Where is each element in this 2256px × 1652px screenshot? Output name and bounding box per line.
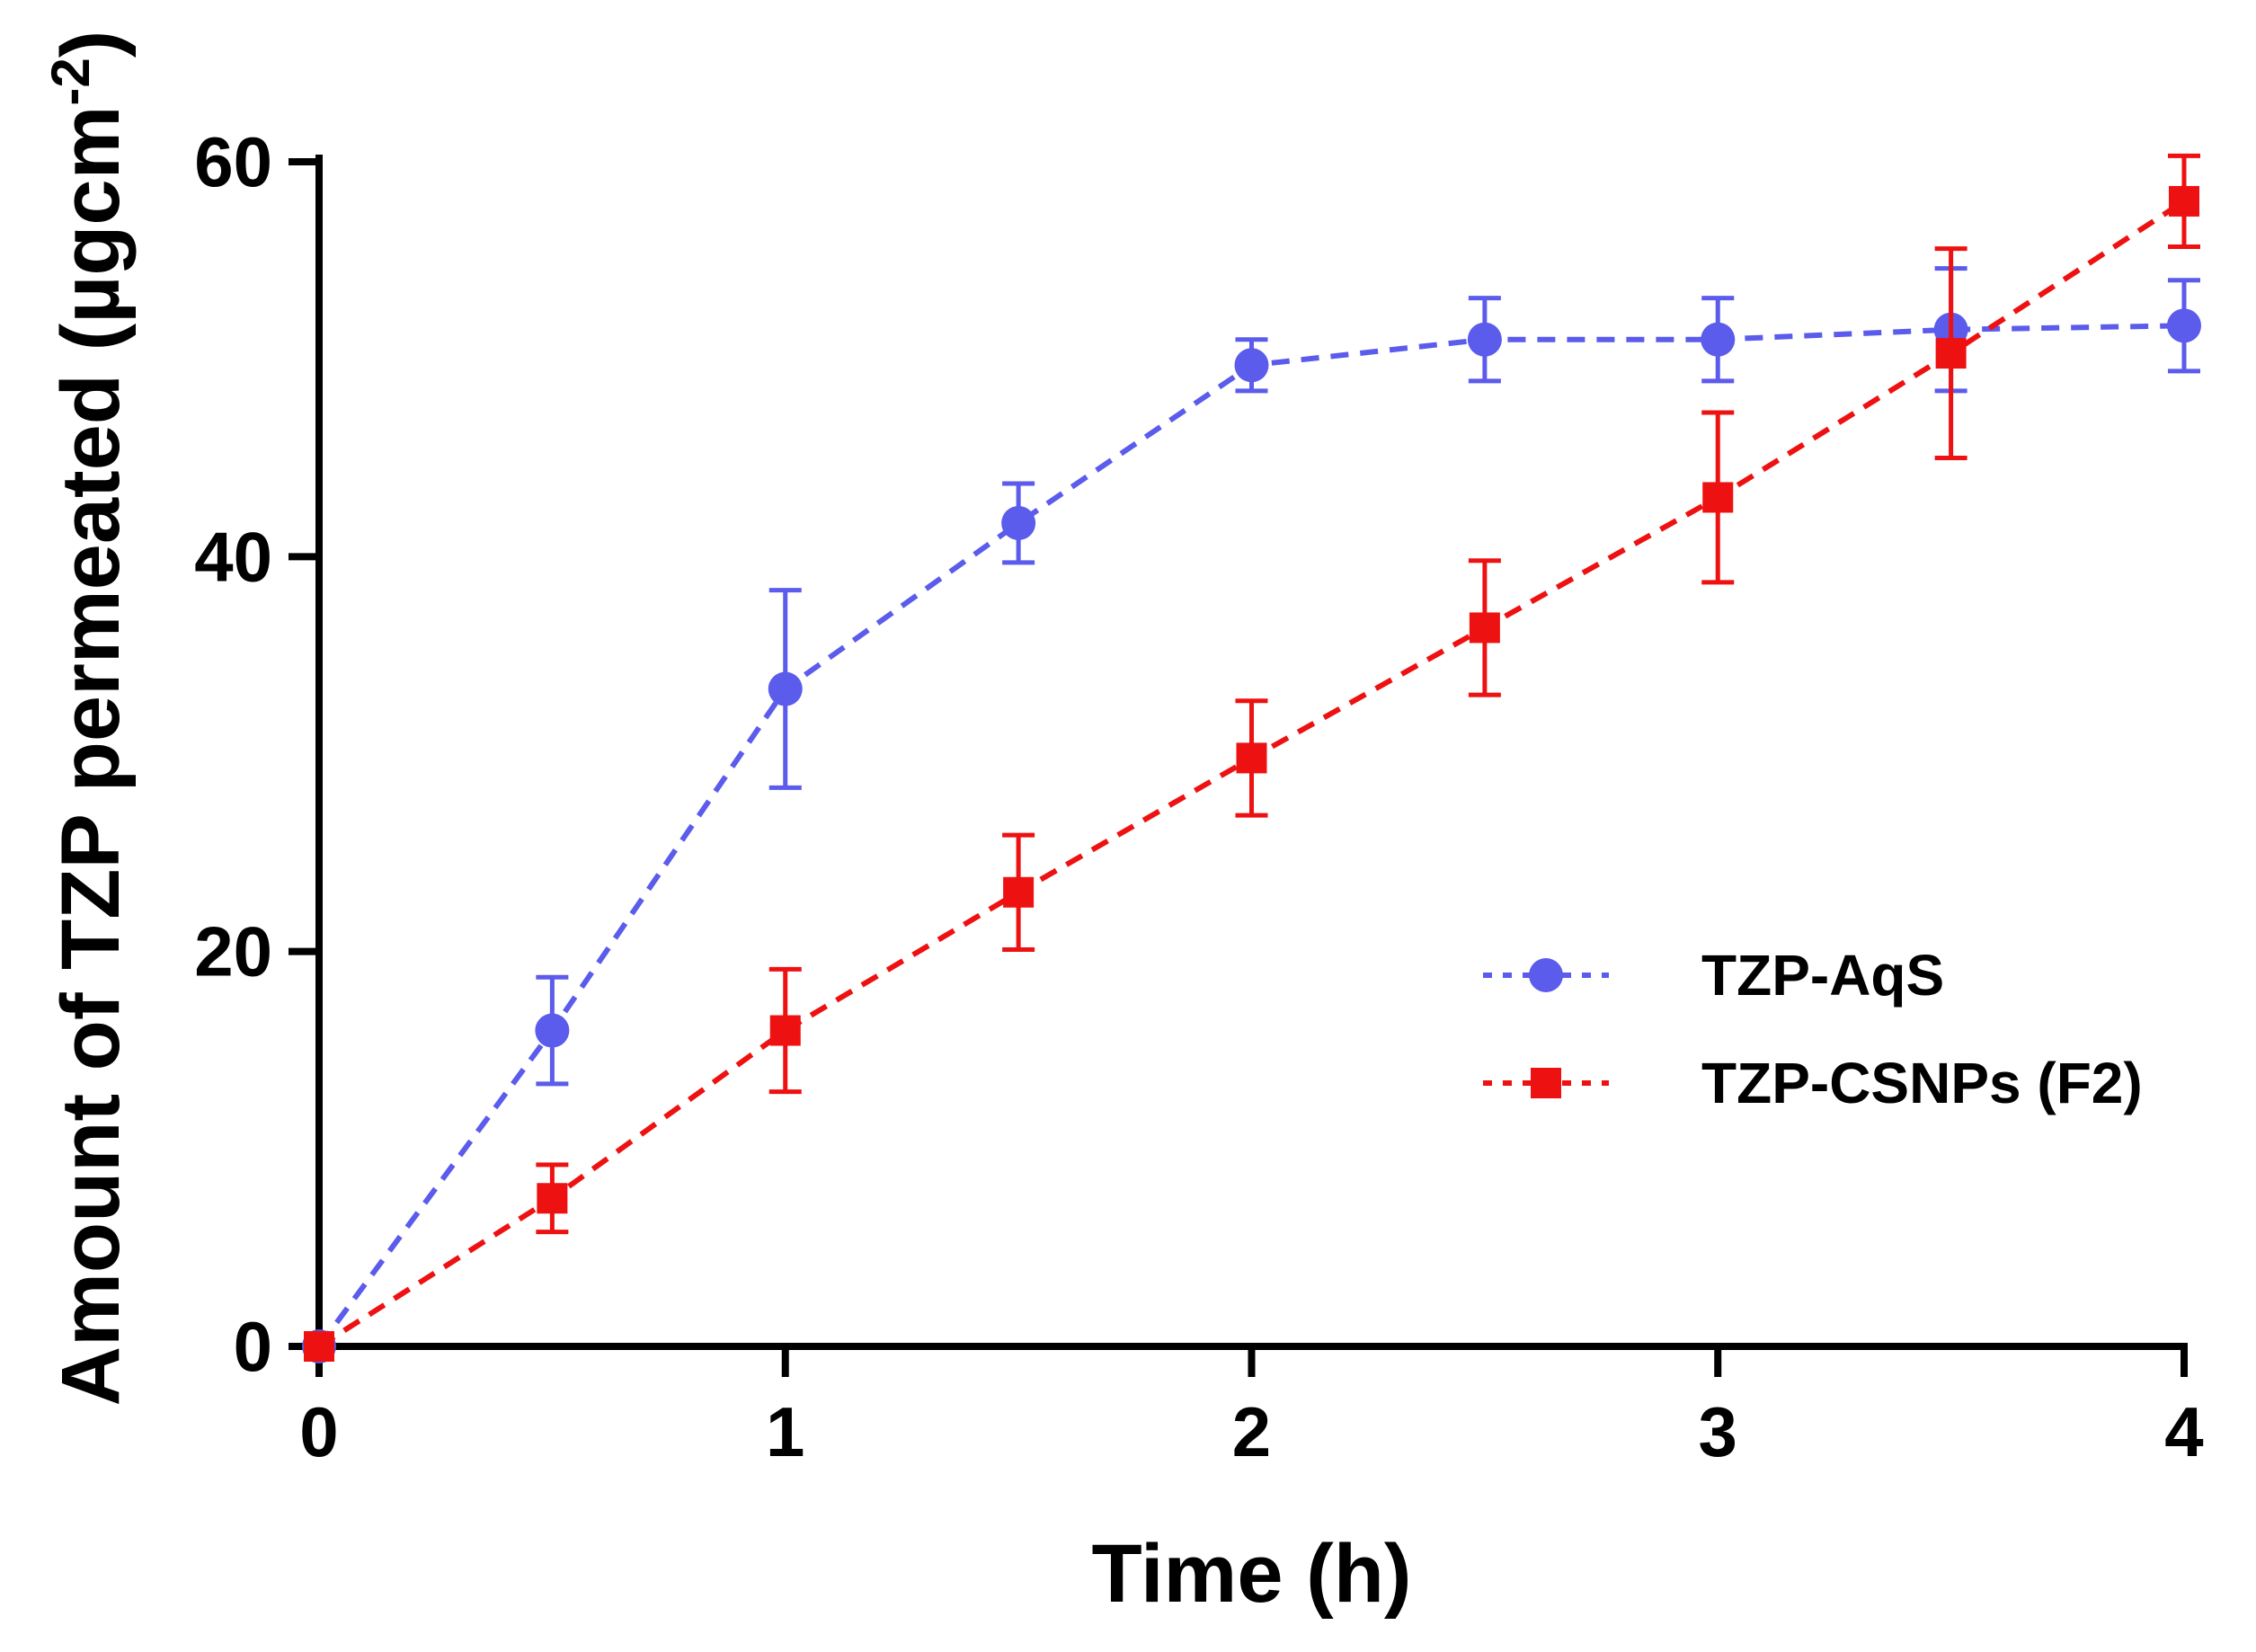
data-point — [1701, 322, 1736, 357]
axes: 0 20 40 60 0 1 2 3 4 — [194, 122, 2203, 1471]
legend-item-tzp-csnps-f2: TZP-CSNPs (F2) — [1483, 1051, 2143, 1115]
y-axis-title-close: ) — [45, 31, 137, 58]
y-tick-label: 40 — [194, 517, 272, 596]
x-axis-title: Time (h) — [1091, 1528, 1411, 1620]
data-point — [1467, 322, 1502, 357]
data-point — [1234, 348, 1269, 383]
data-point — [304, 1331, 334, 1362]
data-point — [1003, 876, 1035, 908]
y-tick-label: 20 — [194, 912, 272, 991]
data-point — [768, 671, 803, 706]
legend-marker-circle — [1529, 958, 1563, 992]
series-tzp-aqs — [302, 266, 2201, 1363]
data-point — [769, 1015, 801, 1046]
data-point — [1236, 742, 1267, 774]
data-point — [2169, 185, 2199, 217]
x-tick-label: 4 — [2164, 1392, 2203, 1471]
x-tick-label: 3 — [1699, 1392, 1737, 1471]
data-point — [1001, 505, 1036, 540]
series-layer — [302, 153, 2201, 1363]
data-point — [1702, 482, 1734, 513]
data-point — [1469, 612, 1500, 644]
y-axis-title-superscript: -2 — [40, 58, 101, 105]
legend-label: TZP-AqS — [1701, 943, 1944, 1008]
data-point — [535, 1013, 570, 1048]
series-line — [316, 323, 2185, 1348]
y-axis-title-main: Amount of TZP permeated (µgcm — [45, 106, 137, 1407]
legend-item-tzp-aqs: TZP-AqS — [1483, 943, 1944, 1008]
legend-marker-square — [1531, 1068, 1561, 1098]
series-tzp-csnps-f2 — [304, 153, 2200, 1362]
x-tick-label: 0 — [299, 1392, 338, 1471]
x-tick-label: 2 — [1232, 1392, 1271, 1471]
legend: TZP-AqS TZP-CSNPs (F2) — [1483, 943, 2143, 1115]
y-tick-label: 0 — [234, 1307, 272, 1386]
data-point — [2167, 308, 2201, 343]
y-axis-title: Amount of TZP permeated (µgcm-2) — [40, 31, 138, 1407]
data-point — [1935, 338, 1967, 369]
legend-label: TZP-CSNPs (F2) — [1701, 1051, 2143, 1115]
x-tick-label: 1 — [766, 1392, 804, 1471]
y-tick-label: 60 — [194, 122, 272, 201]
data-point — [537, 1183, 568, 1214]
